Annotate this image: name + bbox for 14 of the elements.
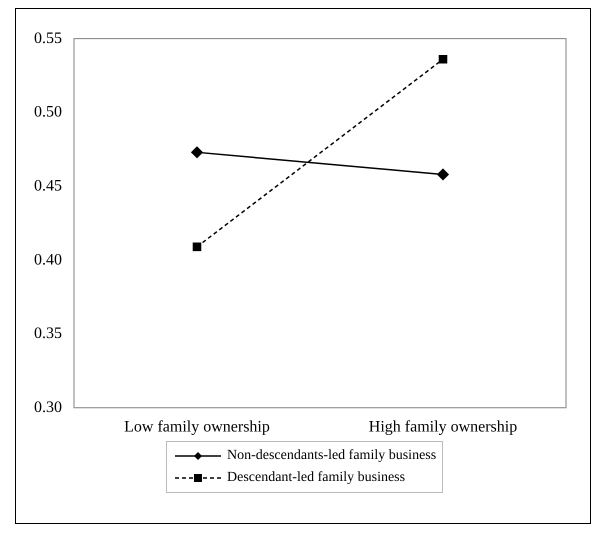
- y-tick-label: 0.50: [34, 104, 62, 121]
- y-tick-label: 0.40: [34, 251, 62, 268]
- y-tick-label: 0.30: [34, 399, 62, 416]
- point: [191, 146, 203, 158]
- y-tick-label: 0.35: [34, 325, 62, 342]
- y-tick-label: 0.55: [34, 30, 62, 47]
- legend-label: Non-descendants-led family business: [227, 448, 436, 464]
- legend-label: Descendant-led family business: [227, 470, 406, 486]
- point: [437, 168, 449, 180]
- x-tick-label: High family ownership: [368, 418, 518, 436]
- x-tick-label: Low family ownership: [124, 418, 270, 436]
- point: [438, 54, 448, 64]
- y-tick-label: 0.45: [34, 177, 62, 194]
- point: [192, 242, 202, 252]
